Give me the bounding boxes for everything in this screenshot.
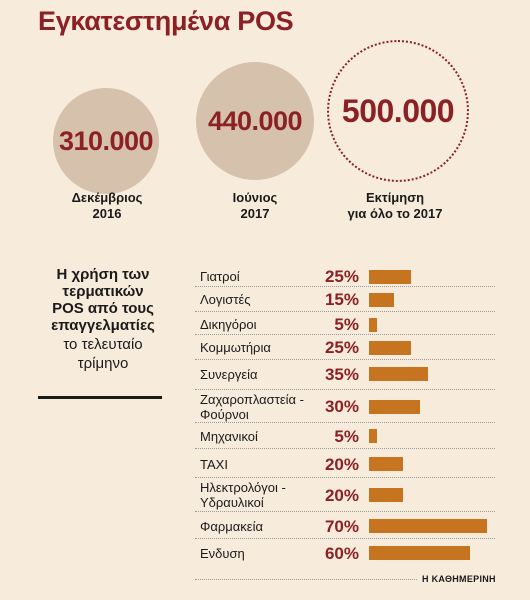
value-label: 15% [324, 290, 359, 309]
source-credit: Η ΚΑΘΗΜΕΡΙΝΗ [422, 574, 496, 584]
chart-row: Μηχανικοί 5% [195, 425, 495, 447]
row-divider [195, 286, 495, 287]
bar [369, 519, 487, 533]
bar [369, 292, 394, 307]
circle-label: Δεκέμβριος 2016 [71, 190, 143, 221]
row-divider [195, 311, 495, 312]
subtitle-line: Η χρήση των [56, 266, 150, 283]
value-label: 20% [324, 454, 359, 474]
row-divider [195, 359, 495, 360]
category-label: Λογιστές [200, 292, 251, 307]
page-title: Εγκατεστημένα POS [38, 6, 294, 36]
category-label: Γιατροί [200, 269, 240, 284]
category-label: Δικηγόροι [200, 317, 257, 332]
circle-estimate-2017: 500.000 [327, 40, 469, 182]
bar [369, 546, 470, 560]
circle-value: 500.000 [341, 92, 455, 129]
bar [369, 429, 377, 443]
bar [369, 457, 403, 471]
subtitle-line: επαγγελματίες [51, 317, 155, 334]
bar [369, 317, 377, 332]
value-label: 30% [324, 397, 359, 416]
value-label: 20% [324, 485, 359, 505]
chart-row: Φαρμακεία 70% [195, 514, 495, 538]
category-label: ΤΑΧΙ [200, 456, 228, 472]
category-label: Φαρμακεία [200, 518, 263, 534]
circle-label: Εκτίμηση για όλο το 2017 [347, 190, 443, 221]
bar [369, 269, 411, 284]
category-label: Ενδυση [200, 545, 245, 561]
chart-row: Συνεργεία 35% [195, 362, 495, 386]
bar [369, 399, 420, 414]
chart-row: Ζαχαροπλαστεία - Φούρνοι 30% [195, 391, 495, 422]
row-divider [195, 511, 495, 512]
chart-row: ΤΑΧΙ 20% [195, 451, 495, 477]
circle-jun-2017: 440.000 [196, 62, 314, 180]
subtitle-line: τρίμηνο [77, 355, 129, 372]
chart-subtitle: Η χρήση των τερματικών POS από τους επαγ… [38, 266, 168, 372]
row-divider [195, 448, 495, 449]
circle-value: 310.000 [58, 125, 154, 156]
category-label: Κομμωτήρια [200, 340, 271, 355]
value-label: 25% [324, 338, 359, 357]
bar [369, 340, 411, 355]
circle-value: 440.000 [207, 105, 303, 136]
row-divider [195, 477, 495, 478]
value-label: 35% [324, 364, 359, 384]
row-divider [195, 389, 495, 390]
category-label: Ζαχαροπλαστεία - Φούρνοι [200, 391, 304, 422]
bottom-divider [195, 579, 417, 580]
chart-row: Κομμωτήρια 25% [195, 337, 495, 358]
chart-row: Δικηγόροι 5% [195, 314, 495, 335]
value-label: 5% [334, 426, 359, 446]
value-label: 25% [324, 267, 359, 286]
value-label: 70% [324, 516, 359, 536]
circle-label: Ιούνιος 2017 [232, 190, 278, 221]
row-divider [195, 334, 495, 335]
subtitle-line: POS από τους [52, 300, 154, 317]
category-label: Μηχανικοί [200, 428, 258, 444]
row-divider [195, 538, 495, 539]
category-label: Συνεργεία [200, 366, 258, 382]
value-label: 5% [334, 315, 359, 334]
category-label: Ηλεκτρολόγοι - Υδραυλικοί [200, 480, 286, 510]
chart-row: Ηλεκτρολόγοι - Υδραυλικοί 20% [195, 480, 495, 510]
bar [369, 488, 403, 502]
chart-row: Ενδυση 60% [195, 541, 495, 565]
circle-dec-2016: 310.000 [53, 88, 159, 194]
subtitle-divider [38, 396, 162, 399]
subtitle-line: το τελευταίο [63, 336, 143, 353]
bar [369, 367, 428, 381]
row-divider [195, 422, 495, 423]
chart-row: Λογιστές 15% [195, 289, 495, 310]
subtitle-line: τερματικών [62, 283, 144, 300]
chart-row: Γιατροί 25% [195, 266, 495, 287]
value-label: 60% [324, 543, 359, 563]
